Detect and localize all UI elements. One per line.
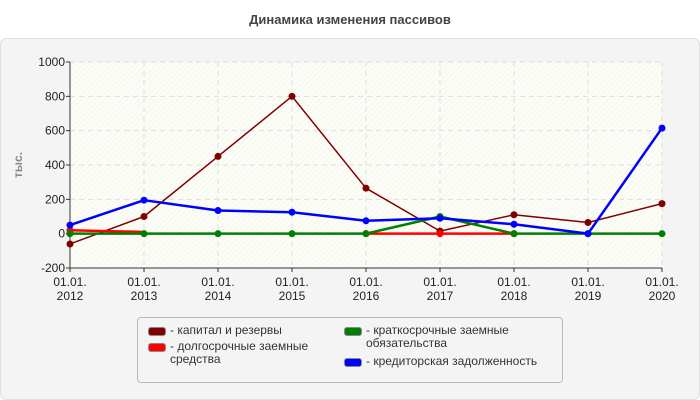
- series-2-point: [214, 230, 222, 238]
- series-3-point: [436, 214, 444, 222]
- series-0-line-segment: [587, 202, 663, 224]
- y-tick-label: -200: [41, 261, 65, 275]
- series-0-line-segment: [513, 214, 589, 224]
- x-tick-label: 01.01. 2019: [571, 275, 604, 303]
- x-tick-label: 01.01. 2014: [201, 275, 234, 303]
- legend-label: - кредиторская задолженность: [366, 354, 538, 368]
- y-tick-label: 1000: [38, 55, 65, 69]
- y-tick-label: 800: [45, 89, 65, 103]
- series-3-point: [362, 217, 370, 225]
- series-1-point: [436, 230, 444, 238]
- series-0-line-segment: [217, 95, 293, 157]
- series-2-point: [66, 230, 74, 238]
- series-0-line-segment: [143, 155, 219, 218]
- series-3-line-segment: [365, 216, 441, 223]
- x-tick-label: 01.01. 2015: [275, 275, 308, 303]
- series-3-point: [510, 220, 518, 228]
- series-3-point: [584, 230, 592, 238]
- series-3-point: [140, 196, 148, 204]
- legend-item[interactable]: - кредиторская задолженность: [344, 355, 549, 368]
- series-0-line-segment: [365, 187, 441, 232]
- series-3-line-segment: [586, 127, 664, 235]
- series-0-point: [362, 184, 370, 192]
- series-3-point: [288, 208, 296, 216]
- x-tick-label: 01.01. 2016: [349, 275, 382, 303]
- series-3-line-segment: [291, 210, 367, 223]
- x-tick-label: 01.01. 2020: [645, 275, 678, 303]
- series-3-line-segment: [217, 209, 293, 214]
- series-0-point: [66, 240, 74, 248]
- series-3-line-segment: [143, 198, 219, 212]
- y-tick-label: 400: [45, 158, 65, 172]
- y-tick-label: 200: [45, 192, 65, 206]
- legend-label: - долгосрочные заемные средства: [170, 339, 309, 366]
- series-2-point: [288, 230, 296, 238]
- legend-swatch: [344, 358, 362, 367]
- series-0-line-segment: [291, 95, 367, 189]
- legend-swatch: [344, 327, 362, 336]
- series-2-point: [510, 230, 518, 238]
- series-0-point: [658, 200, 666, 208]
- series-2-point: [362, 230, 370, 238]
- legend-item[interactable]: - краткосрочные заемные обязательства: [344, 324, 549, 350]
- y-tick-label: 0: [58, 227, 65, 241]
- series-1-line-segment: [69, 228, 145, 234]
- legend-item[interactable]: - капитал и резервы: [148, 324, 353, 337]
- series-3-line-segment: [513, 222, 589, 235]
- legend-label: - капитал и резервы: [170, 323, 282, 337]
- series-0-point: [288, 92, 296, 100]
- series-3-point: [214, 206, 222, 214]
- legend-swatch: [148, 327, 166, 336]
- series-3-line-segment: [439, 216, 515, 226]
- y-axis-label: тыс.: [11, 152, 25, 178]
- x-tick-label: 01.01. 2012: [53, 275, 86, 303]
- legend-item[interactable]: - долгосрочные заемные средства: [148, 340, 353, 366]
- legend-swatch: [148, 343, 166, 352]
- y-tick-label: 600: [45, 124, 65, 138]
- series-2-point: [140, 230, 148, 238]
- x-tick-label: 01.01. 2017: [423, 275, 456, 303]
- series-0-point: [510, 211, 518, 219]
- x-tick-label: 01.01. 2013: [127, 275, 160, 303]
- series-3-point: [658, 124, 666, 132]
- series-0-point: [584, 219, 592, 227]
- legend-label: - краткосрочные заемные обязательства: [366, 323, 509, 350]
- series-0-point: [214, 152, 222, 160]
- series-3-line-segment: [69, 199, 145, 227]
- series-2-point: [658, 230, 666, 238]
- series-0-point: [140, 213, 148, 220]
- x-tick-label: 01.01. 2018: [497, 275, 530, 303]
- series-0-line-segment: [439, 214, 515, 232]
- chart-title: Динамика изменения пассивов: [249, 12, 451, 27]
- legend: - капитал и резервы - долгосрочные заемны…: [137, 317, 563, 383]
- series-3-point: [66, 221, 74, 229]
